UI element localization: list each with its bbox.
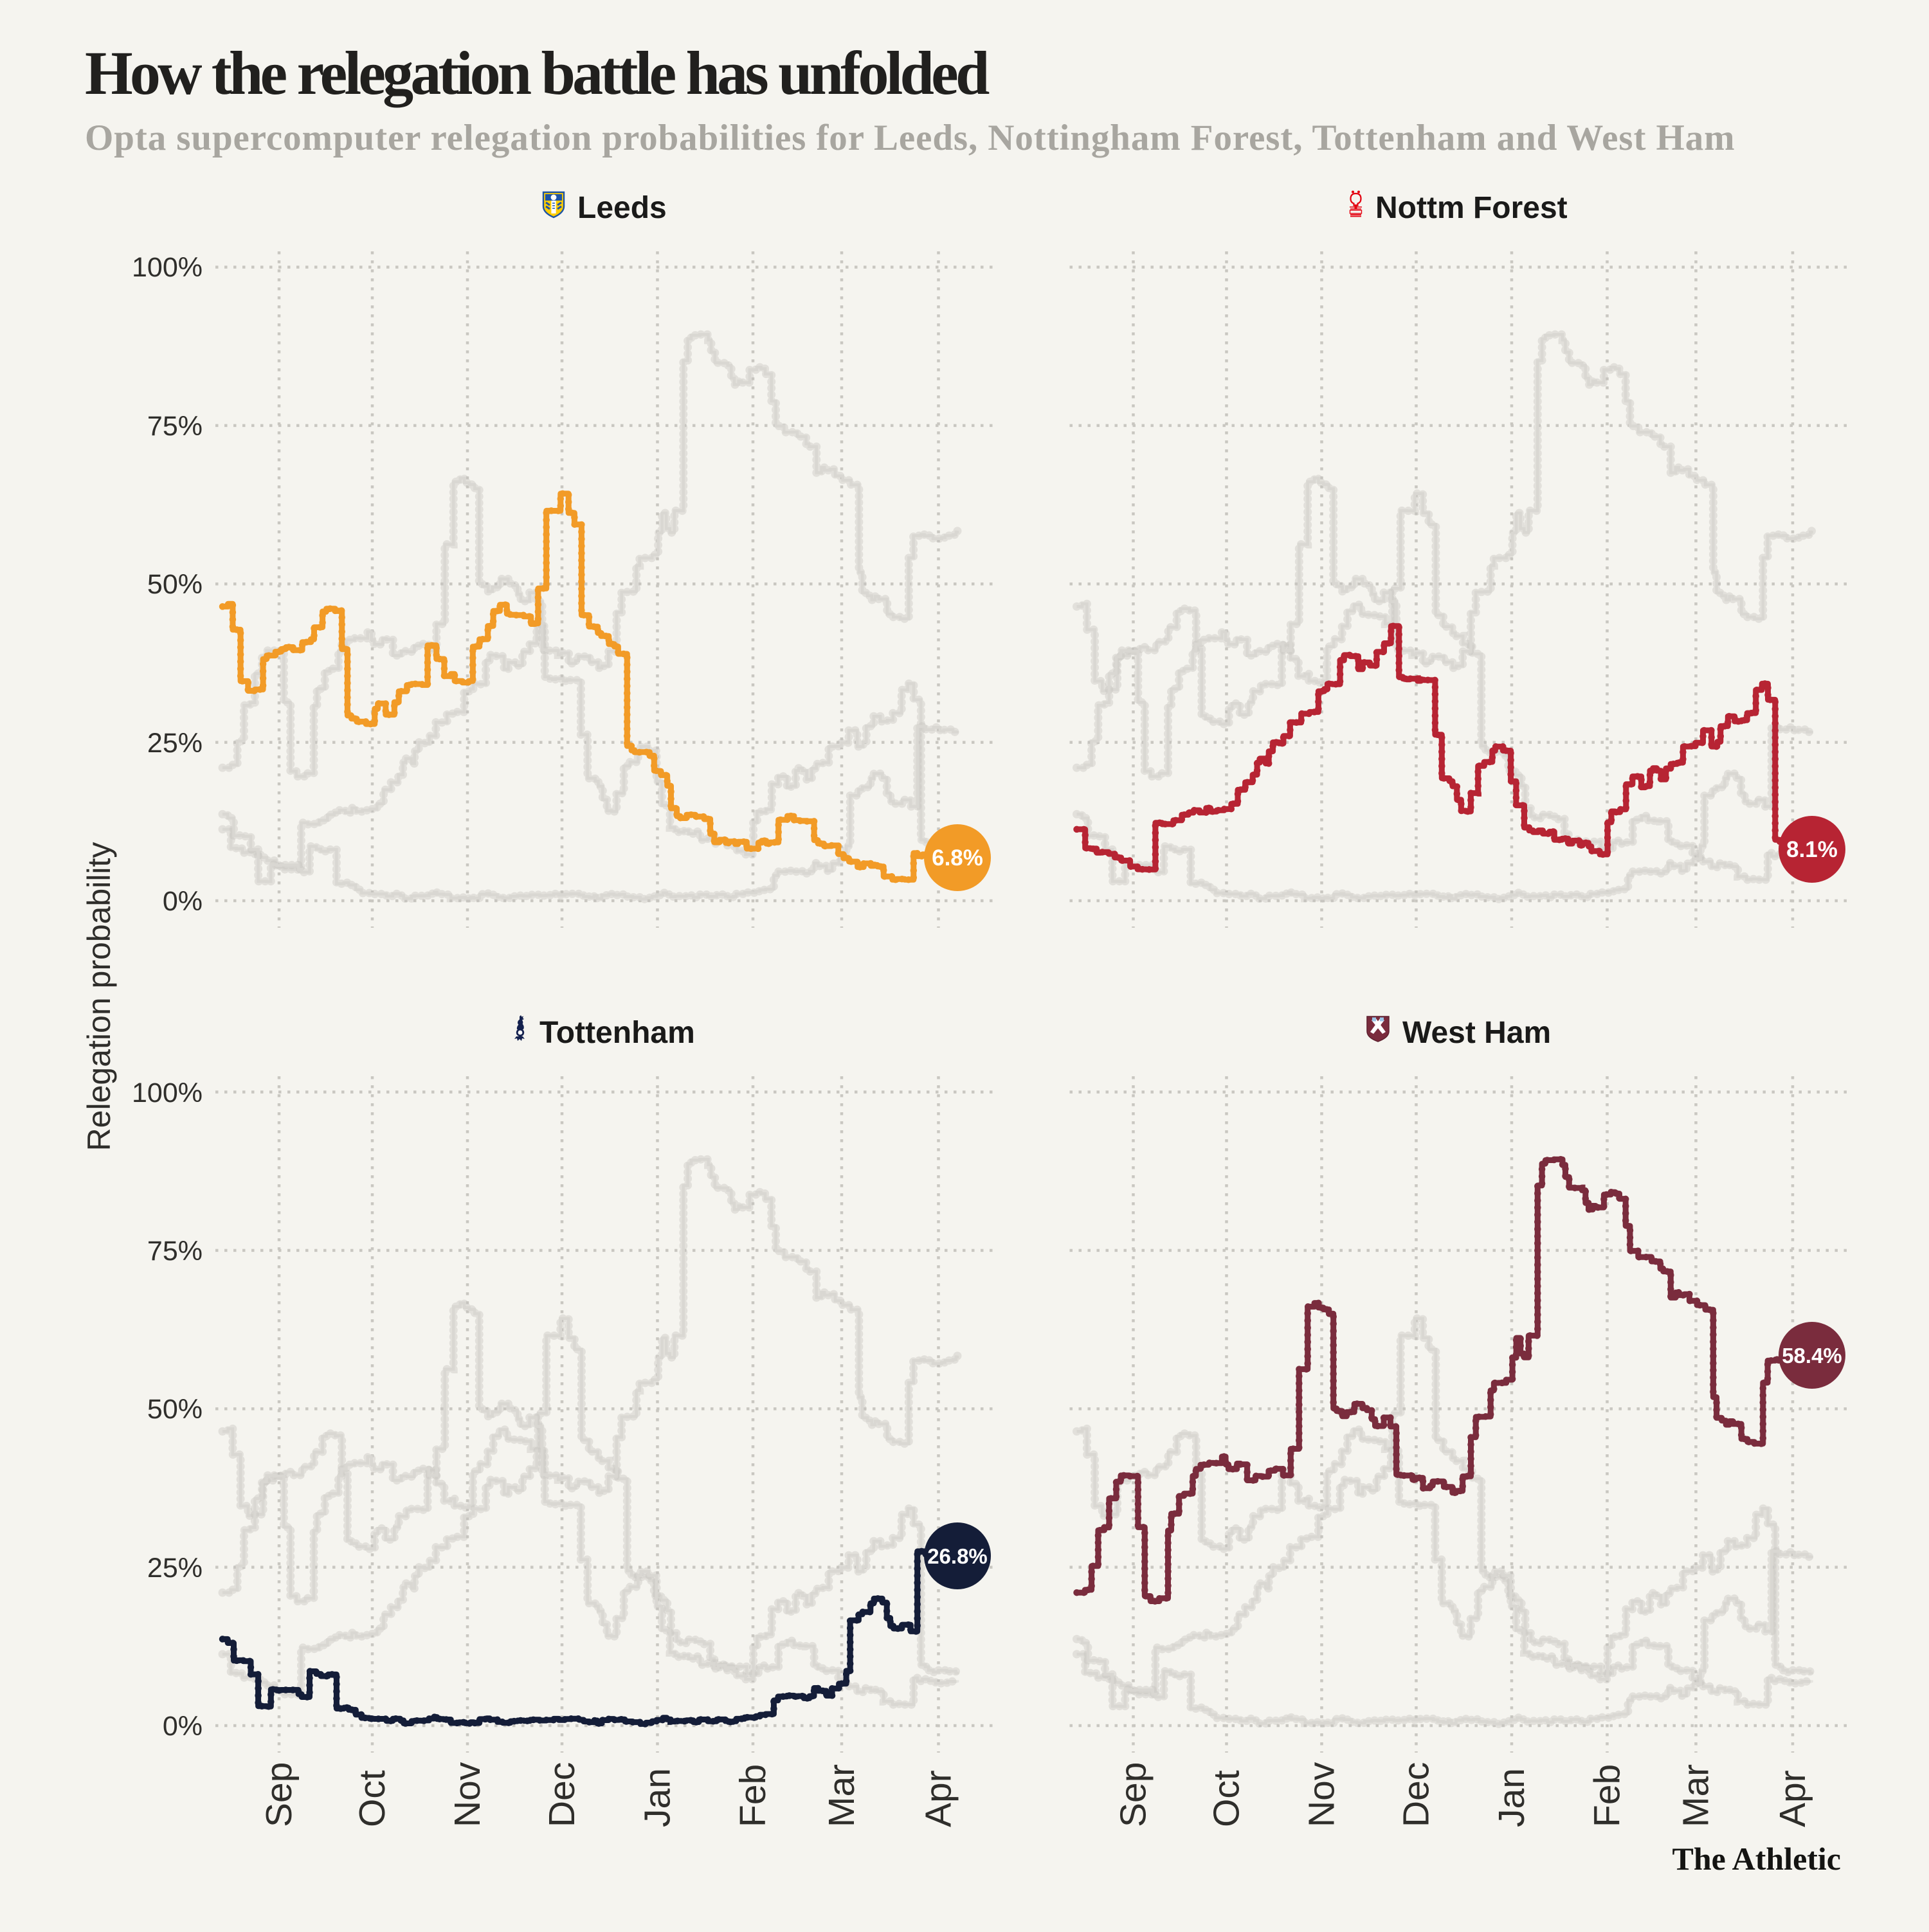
- svg-text:Dec: Dec: [1396, 1762, 1437, 1827]
- svg-text:Apr: Apr: [1772, 1770, 1813, 1827]
- svg-text:25%: 25%: [147, 1553, 203, 1584]
- svg-text:Relegation probability: Relegation probability: [81, 842, 117, 1151]
- svg-text:Feb: Feb: [1587, 1764, 1628, 1827]
- svg-text:Nov: Nov: [447, 1762, 488, 1827]
- svg-text:26.8%: 26.8%: [927, 1544, 988, 1568]
- svg-text:100%: 100%: [132, 252, 203, 283]
- svg-text:0%: 0%: [163, 886, 203, 917]
- svg-text:Dec: Dec: [541, 1762, 583, 1827]
- svg-text:75%: 75%: [147, 411, 203, 442]
- svg-text:8.1%: 8.1%: [1786, 837, 1838, 862]
- svg-text:58.4%: 58.4%: [1782, 1344, 1842, 1368]
- svg-text:6.8%: 6.8%: [932, 845, 983, 871]
- svg-text:Jan: Jan: [1491, 1768, 1532, 1827]
- svg-text:Nottm Forest: Nottm Forest: [1375, 191, 1568, 225]
- svg-text:Apr: Apr: [918, 1770, 959, 1827]
- svg-text:West Ham: West Ham: [1402, 1016, 1551, 1050]
- svg-text:50%: 50%: [147, 569, 203, 600]
- svg-text:Leeds: Leeds: [577, 191, 667, 225]
- svg-text:Sep: Sep: [1113, 1762, 1154, 1827]
- svg-text:Oct: Oct: [1206, 1770, 1247, 1827]
- svg-text:Oct: Oct: [352, 1770, 393, 1827]
- svg-text:Jan: Jan: [637, 1768, 678, 1827]
- svg-text:Mar: Mar: [1676, 1764, 1717, 1827]
- svg-text:Feb: Feb: [732, 1764, 774, 1827]
- svg-text:The Athletic: The Athletic: [1672, 1841, 1841, 1877]
- svg-text:75%: 75%: [147, 1236, 203, 1267]
- svg-text:Opta supercomputer relegation: Opta supercomputer relegation probabilit…: [85, 118, 1735, 158]
- svg-text:50%: 50%: [147, 1394, 203, 1425]
- svg-text:25%: 25%: [147, 728, 203, 759]
- svg-text:0%: 0%: [163, 1711, 203, 1742]
- svg-text:Tottenham: Tottenham: [539, 1016, 695, 1050]
- svg-text:Sep: Sep: [258, 1762, 300, 1827]
- svg-text:Mar: Mar: [821, 1764, 862, 1827]
- svg-text:Nov: Nov: [1301, 1762, 1343, 1827]
- svg-text:100%: 100%: [132, 1078, 203, 1108]
- svg-text:How the relegation battle has: How the relegation battle has unfolded: [85, 39, 990, 107]
